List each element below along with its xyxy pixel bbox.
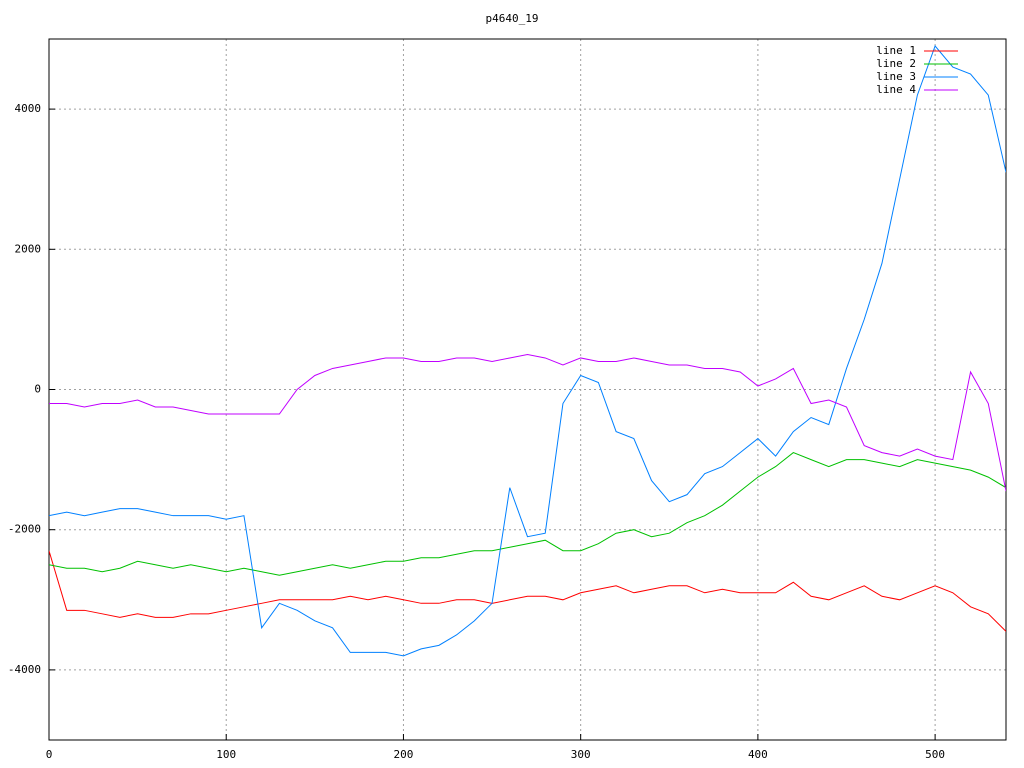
y-tick-label: -2000 <box>8 523 41 536</box>
series-line <box>49 45 1006 657</box>
legend-label: line 4 <box>876 83 916 96</box>
y-tick-label: 2000 <box>15 242 42 255</box>
chart-title: p4640_19 <box>486 12 539 25</box>
x-tick-label: 0 <box>46 748 53 761</box>
x-tick-label: 100 <box>216 748 236 761</box>
series-line <box>49 452 1006 576</box>
series-line <box>49 550 1006 632</box>
legend-label: line 1 <box>876 44 916 57</box>
y-tick-label: -4000 <box>8 663 41 676</box>
x-tick-label: 200 <box>394 748 414 761</box>
y-tick-label: 0 <box>34 383 41 396</box>
legend-label: line 2 <box>876 57 916 70</box>
x-tick-label: 500 <box>925 748 945 761</box>
series-line <box>49 353 1006 492</box>
x-tick-label: 300 <box>571 748 591 761</box>
x-tick-label: 400 <box>748 748 768 761</box>
y-tick-label: 4000 <box>15 102 42 115</box>
legend-label: line 3 <box>876 70 916 83</box>
